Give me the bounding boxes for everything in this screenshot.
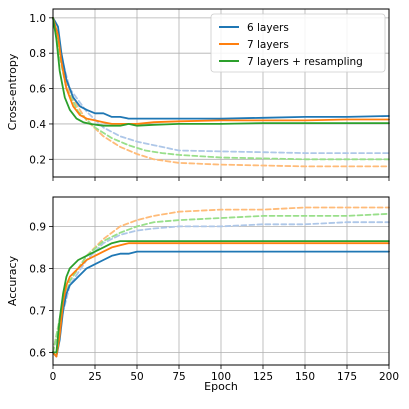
series-line-3 <box>52 16 390 154</box>
y-tick-label-4: 1.0 <box>29 13 46 25</box>
accuracy-ylabel: Accuracy <box>6 255 19 306</box>
series-line-1 <box>52 16 390 125</box>
x-tick-label-5: 125 <box>253 371 273 383</box>
legend-label-2: 7 layers + resampling <box>247 56 363 68</box>
cross-entropy-series <box>52 16 390 168</box>
cross-entropy-panel: 0.2 0.4 0.6 0.8 1.0 Cross-entropy 6 layers 7 … <box>6 8 390 181</box>
legend-box <box>210 13 386 73</box>
x-tick-label-7: 175 <box>337 371 357 383</box>
series-line-5 <box>52 212 390 354</box>
accuracy-grid <box>52 197 390 365</box>
x-tick-label-8: 200 <box>379 371 399 383</box>
y-tick-label-0: 0.6 <box>29 347 46 359</box>
series-line-2 <box>52 240 390 354</box>
accuracy-series <box>52 206 390 358</box>
cross-entropy-ticks: 0.2 0.4 0.6 0.8 1.0 <box>29 13 390 181</box>
y-tick-label-1: 0.7 <box>29 305 46 317</box>
y-tick-label-3: 0.8 <box>29 48 46 60</box>
legend-label-1: 7 layers <box>247 39 289 51</box>
series-line-1 <box>52 242 390 358</box>
legend-label-0: 6 layers <box>247 22 289 34</box>
accuracy-xlabel: Epoch <box>204 380 238 393</box>
series-line-0 <box>52 250 390 358</box>
series-line-4 <box>52 206 390 354</box>
accuracy-panel: 0 25 50 75 100 125 150 175 200 0.6 0.7 0.8 0.9 Accur… <box>6 196 399 393</box>
accuracy-ticks: 0 25 50 75 100 125 150 175 200 0.6 0.7 0.8 0.9 <box>29 221 399 383</box>
series-line-5 <box>52 16 390 161</box>
series-line-2 <box>52 16 390 127</box>
x-tick-label-4: 100 <box>211 371 231 383</box>
series-line-4 <box>52 16 390 168</box>
y-tick-label-2: 0.8 <box>29 263 46 275</box>
legend: 6 layers 7 layers 7 layers + resampling <box>210 13 386 73</box>
x-tick-label-3: 75 <box>172 371 185 383</box>
series-line-0 <box>52 16 390 120</box>
y-tick-label-1: 0.4 <box>29 119 46 131</box>
x-tick-label-0: 0 <box>50 371 57 383</box>
x-tick-label-2: 50 <box>130 371 143 383</box>
series-line-3 <box>52 221 390 354</box>
y-tick-label-2: 0.6 <box>29 84 46 96</box>
cross-entropy-ylabel: Cross-entropy <box>6 53 19 130</box>
y-tick-label-0: 0.2 <box>29 154 46 166</box>
x-tick-label-1: 25 <box>88 371 101 383</box>
y-tick-label-3: 0.9 <box>29 221 46 233</box>
x-tick-label-6: 150 <box>295 371 315 383</box>
